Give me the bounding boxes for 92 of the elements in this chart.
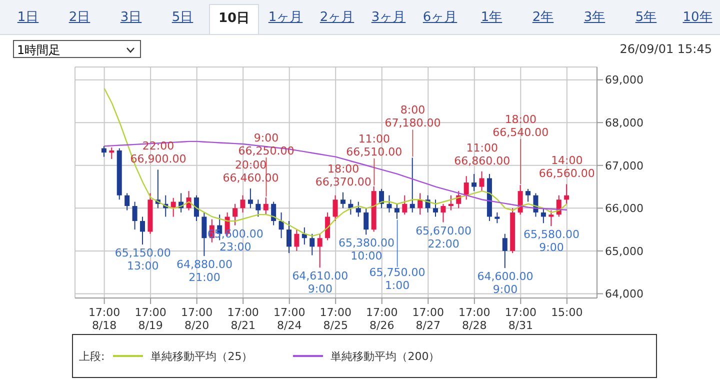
candlestick — [526, 188, 531, 202]
legend-label: 単純移動平均（200） — [330, 348, 440, 364]
annotation: 65,380.00 10:00 — [338, 236, 394, 263]
candlestick — [340, 192, 346, 209]
candlestick — [472, 173, 477, 192]
annotation: 9:00 66,250.00 — [238, 131, 294, 158]
candlestick — [132, 201, 138, 230]
candlestick — [386, 194, 392, 213]
candlestick — [294, 229, 300, 252]
x-tick-label: 17:00 8/24 — [274, 306, 306, 332]
text: 5日 — [170, 9, 194, 27]
x-tick-label: 17:00 8/26 — [366, 306, 398, 332]
candlestick — [540, 208, 546, 224]
text: 3年 — [582, 9, 606, 27]
candlestick — [518, 184, 523, 216]
text: 3日 — [119, 9, 143, 27]
text: 10年 — [682, 9, 714, 27]
candlestick — [564, 184, 570, 204]
candlestick — [101, 146, 106, 158]
candlestick — [271, 201, 276, 226]
annotation: 18:00 66,540.00 — [492, 113, 549, 140]
annotation: 64,880.00 21:00 — [176, 258, 233, 284]
text: 10日 — [209, 4, 259, 34]
candlestick — [256, 199, 261, 218]
candlestick — [263, 196, 268, 216]
candlestick — [325, 212, 330, 241]
annotation: 64,610.00 9:00 — [292, 270, 348, 296]
y-tick-label: 67,000 — [605, 159, 644, 172]
text: 1年 — [480, 9, 504, 27]
text: 2年 — [531, 9, 555, 27]
y-tick-label: 65,000 — [605, 244, 644, 258]
text: 2日 — [68, 9, 92, 27]
candlestick — [124, 192, 130, 211]
y-tick-label: 66,000 — [605, 202, 644, 216]
candlestick — [394, 203, 400, 220]
candlestick — [332, 194, 338, 222]
annotation: 65,150.00 13:00 — [114, 246, 171, 273]
legend-label: 単純移動平均（25） — [150, 348, 253, 364]
candlestick — [364, 208, 369, 236]
candlestick — [494, 212, 500, 224]
candlestick — [479, 170, 484, 192]
candlestick — [248, 188, 253, 209]
x-tick-label: 17:00 8/25 — [320, 306, 352, 332]
candlestick — [194, 194, 199, 222]
candlestick — [502, 233, 508, 269]
candlestick — [548, 210, 554, 227]
x-tick-label: 17:00 8/27 — [412, 306, 444, 332]
annotation: 14:00 66,560.00 — [538, 154, 595, 180]
candlestick — [109, 146, 114, 160]
annotation: 65,580.00 9:00 — [524, 228, 580, 254]
annotation: 11:00 66,510.00 — [346, 132, 402, 158]
text: 1時間足 — [13, 40, 141, 58]
text: 1日 — [16, 9, 40, 27]
candlestick — [464, 176, 469, 200]
x-tick-label: 17:00 8/18 — [88, 306, 120, 332]
candlestick — [418, 192, 423, 216]
text: 5年 — [634, 9, 658, 27]
annotation: 8:00 67,180.00 — [384, 104, 441, 130]
x-tick-label: 17:00 8/19 — [134, 306, 166, 332]
annotation: 11:00 66,860.00 — [454, 141, 510, 168]
x-tick-label: 17:00 8/21 — [227, 306, 259, 332]
text: 2ヶ月 — [318, 9, 356, 27]
candlestick — [140, 216, 145, 246]
candlestick — [286, 220, 292, 254]
text: 1ヶ月 — [267, 9, 304, 27]
annotation: 18:00 66,370.00 — [315, 162, 372, 188]
annotation: 64,600.00 9:00 — [477, 270, 534, 296]
text: 3ヶ月 — [370, 9, 407, 27]
x-tick-label: 17:00 8/20 — [180, 306, 213, 332]
x-tick-label: 17:00 8/31 — [504, 306, 537, 332]
annotation: 65,670.00 22:00 — [416, 224, 472, 250]
candlestick — [278, 212, 284, 239]
candlestick — [432, 199, 438, 218]
candlestick — [317, 233, 322, 268]
y-tick-label: 64,000 — [605, 288, 644, 301]
candlestick — [202, 212, 207, 257]
candlestick — [356, 201, 361, 218]
candlestick — [410, 157, 415, 213]
candlestick — [240, 194, 246, 213]
candlestick — [440, 203, 446, 223]
legend-title: 上段: — [79, 348, 105, 364]
y-tick-label: 69,000 — [605, 74, 644, 87]
candlestick — [448, 194, 454, 211]
annotation: 65,750.00 1:00 — [369, 266, 426, 292]
x-tick-label: 15:00 — [551, 306, 583, 319]
candlestick — [232, 203, 238, 226]
text: 6ヶ月 — [422, 9, 458, 27]
candlestick — [310, 233, 315, 256]
candlestick — [402, 194, 408, 216]
y-tick-label: 68,000 — [605, 116, 644, 130]
text: 26/09/01 15:45 — [620, 42, 712, 56]
x-tick-label: 17:00 8/28 — [458, 306, 490, 332]
